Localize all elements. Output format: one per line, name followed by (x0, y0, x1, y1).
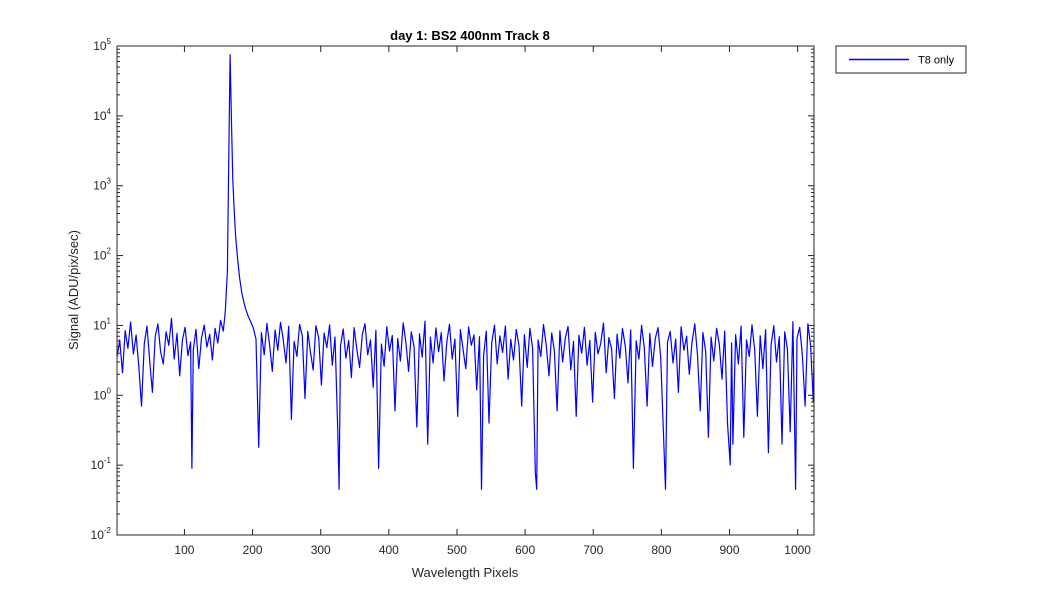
series-line-0 (116, 54, 815, 490)
x-tick-label: 700 (583, 543, 603, 557)
y-tick-label: 101 (93, 316, 111, 332)
x-tick-label: 1000 (784, 543, 811, 557)
y-tick-label: 105 (93, 37, 111, 53)
axis-layer: 100 200 300 400 500 600 700 800 900 1000 10-2 10-1 1… (91, 37, 815, 557)
y-tick-label: 103 (93, 177, 111, 193)
x-tick-label: 100 (174, 543, 194, 557)
x-tick-label: 200 (243, 543, 263, 557)
legend-label: T8 only (918, 55, 955, 67)
y-tick-label: 10-2 (91, 526, 112, 542)
y-tick-label: 104 (93, 107, 111, 123)
axes-box (116, 45, 815, 536)
y-tick-label: 10-1 (91, 456, 112, 472)
y-tick-label: 100 (93, 386, 111, 402)
x-tick-label: 400 (379, 543, 399, 557)
y-axis-label: Signal (ADU/pix/sec) (66, 230, 81, 350)
x-tick-label: 500 (447, 543, 467, 557)
x-tick-label: 800 (651, 543, 671, 557)
x-tick-label: 900 (719, 543, 739, 557)
series-layer (116, 54, 815, 490)
y-tick-label: 102 (93, 247, 111, 263)
chart-title: day 1: BS2 400nm Track 8 (390, 28, 550, 43)
legend[interactable]: T8 only (835, 45, 967, 74)
x-tick-label: 600 (515, 543, 535, 557)
x-tick-label: 300 (311, 543, 331, 557)
x-axis-label: Wavelength Pixels (412, 565, 519, 580)
plot-area (117, 46, 814, 535)
